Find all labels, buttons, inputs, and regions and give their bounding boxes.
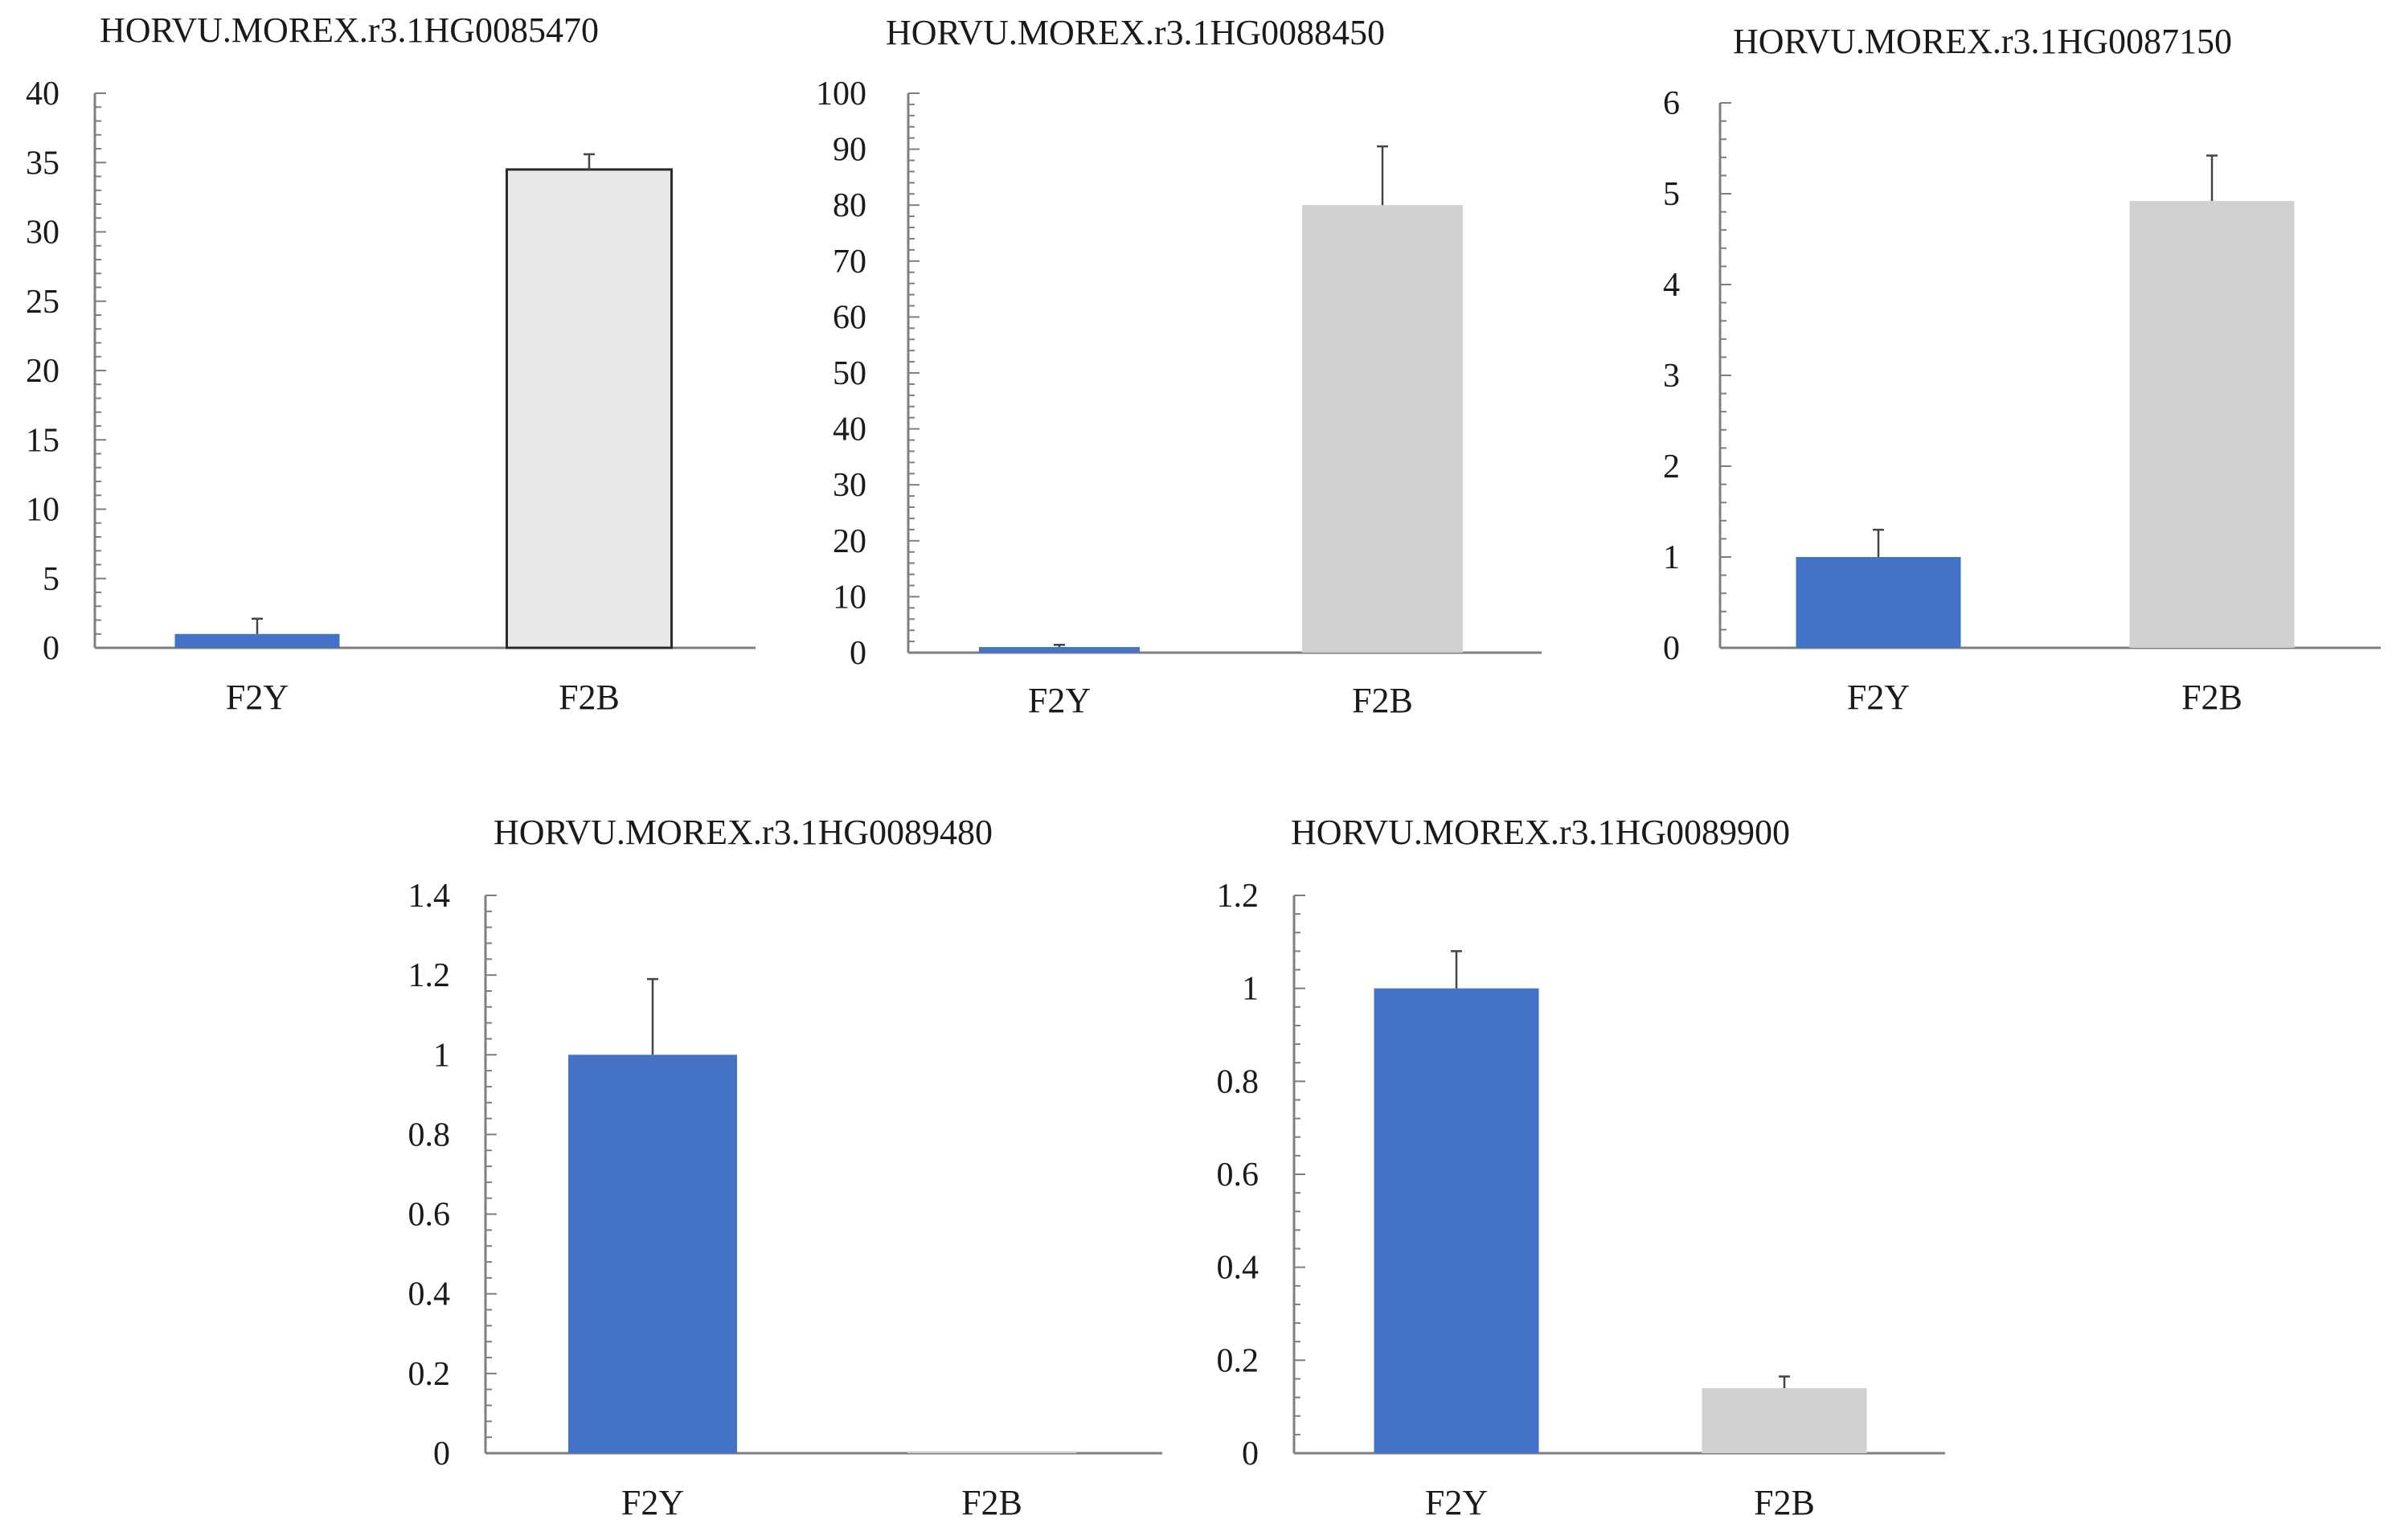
chart-1-y-tick-label: 40	[26, 76, 59, 113]
chart-3-category-label: F2Y	[1847, 678, 1910, 717]
chart-2-y-tick-label: 10	[833, 579, 866, 616]
chart-4-y-tick-label: 0	[433, 1436, 450, 1472]
chart-4-bar-f2y	[568, 1055, 737, 1453]
chart-2-y-tick-label: 80	[833, 187, 866, 224]
chart-5-bar-f2b	[1702, 1388, 1867, 1453]
chart-1-y-tick-label: 20	[26, 353, 59, 390]
chart-1-bar-f2b	[506, 168, 673, 649]
chart-1-y-tick-label: 25	[26, 284, 59, 321]
chart-5-category-label: F2Y	[1425, 1483, 1488, 1522]
chart-5-y-tick-label: 0.8	[1217, 1063, 1259, 1100]
chart-3-y-tick-label: 5	[1663, 176, 1680, 213]
chart-5-y-tick-label: 1	[1242, 971, 1259, 1008]
chart-2-category-label: F2B	[1352, 681, 1413, 720]
chart-1-bar-f2y	[174, 633, 340, 648]
chart-4-category-label: F2B	[961, 1483, 1022, 1522]
chart-3-y-tick-label: 3	[1663, 358, 1680, 395]
chart-4-y-tick-label: 0.2	[408, 1356, 451, 1393]
chart-4-y-tick-label: 0.8	[408, 1116, 451, 1153]
chart-5-y-tick-label: 0.2	[1217, 1342, 1259, 1379]
chart-1-y-tick-label: 5	[43, 561, 59, 598]
chart-5-y-tick-label: 0	[1242, 1436, 1259, 1472]
chart-5-y-tick-label: 1.2	[1217, 878, 1259, 915]
chart-1-y-tick-label: 0	[43, 630, 59, 667]
chart-2-y-tick-label: 90	[833, 132, 866, 169]
chart-4-y-tick-label: 1.2	[408, 957, 451, 994]
chart-3-y-tick-label: 1	[1663, 539, 1680, 576]
chart-4-bar-f2b	[907, 1451, 1076, 1453]
chart-1-y-tick-label: 10	[26, 492, 59, 529]
chart-4-y-tick-label: 0.6	[408, 1197, 451, 1234]
chart-3-title: HORVU.MOREX.r3.1HG0087150	[1733, 22, 2232, 61]
chart-5-y-tick-label: 0.6	[1217, 1157, 1259, 1194]
chart-4-title: HORVU.MOREX.r3.1HG0089480	[494, 813, 993, 852]
chart-4-y-tick-label: 1	[433, 1037, 450, 1074]
chart-1-y-tick-label: 30	[26, 215, 59, 252]
chart-1-category-label: F2B	[559, 678, 620, 717]
chart-2-bar-f2y	[979, 647, 1140, 653]
chart-3-category-label: F2B	[2181, 678, 2242, 717]
chart-2-y-tick-label: 100	[816, 76, 866, 113]
chart-2-y-tick-label: 60	[833, 299, 866, 336]
chart-5-bar-f2y	[1374, 988, 1539, 1453]
chart-3-bar-f2b	[2129, 201, 2295, 649]
chart-3-y-tick-label: 6	[1663, 85, 1680, 122]
chart-2-title: HORVU.MOREX.r3.1HG0088450	[886, 13, 1385, 52]
chart-4-category-label: F2Y	[621, 1483, 684, 1522]
chart-5-title: HORVU.MOREX.r3.1HG0089900	[1291, 813, 1790, 852]
chart-2-y-tick-label: 20	[833, 523, 866, 560]
chart-2-y-tick-label: 50	[833, 355, 866, 392]
chart-2-y-tick-label: 0	[850, 635, 866, 672]
chart-1-title: HORVU.MOREX.r3.1HG0085470	[100, 10, 599, 50]
chart-1-y-tick-label: 35	[26, 145, 59, 182]
chart-3-y-tick-label: 4	[1663, 267, 1680, 304]
chart-2-y-tick-label: 70	[833, 244, 866, 281]
chart-2-y-tick-label: 40	[833, 412, 866, 448]
chart-3-bar-f2y	[1796, 557, 1961, 648]
chart-4-y-tick-label: 0.4	[408, 1276, 451, 1313]
chart-4-y-tick-label: 1.4	[408, 878, 451, 915]
chart-1-category-label: F2Y	[226, 678, 289, 717]
chart-5-y-tick-label: 0.4	[1217, 1250, 1259, 1287]
chart-5-category-label: F2B	[1754, 1483, 1815, 1522]
chart-1-y-tick-label: 15	[26, 422, 59, 459]
chart-3-y-tick-label: 2	[1663, 448, 1680, 485]
chart-2-y-tick-label: 30	[833, 467, 866, 504]
chart-2-category-label: F2Y	[1028, 681, 1091, 720]
chart-3-y-tick-label: 0	[1663, 630, 1680, 667]
chart-2-bar-f2b	[1302, 205, 1463, 653]
